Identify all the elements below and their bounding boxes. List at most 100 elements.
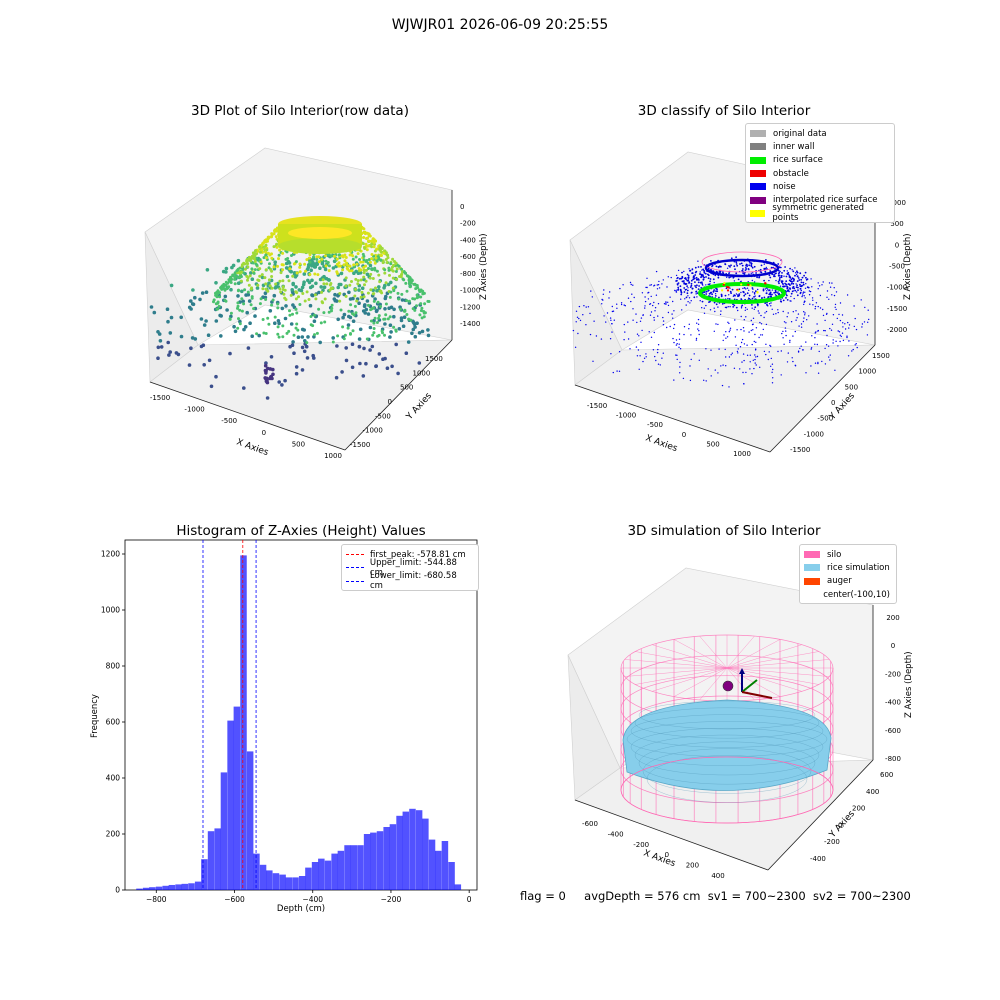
- raw-point: [345, 261, 349, 265]
- raw-point: [240, 265, 245, 270]
- raw-point: [351, 319, 356, 324]
- classify-point: [653, 316, 655, 319]
- raw-point: [270, 232, 274, 236]
- classify-point: [729, 327, 732, 329]
- raw-point: [310, 264, 314, 268]
- raw-z-tick: -600: [460, 253, 476, 261]
- classify-point: [766, 285, 768, 287]
- classify-legend-swatch: [750, 156, 766, 164]
- raw-point: [399, 273, 403, 277]
- classify-z-tick: -500: [889, 263, 905, 271]
- raw-point: [404, 271, 407, 275]
- classify-point: [770, 266, 773, 269]
- classify-point: [833, 287, 835, 289]
- classify-point: [708, 283, 711, 286]
- raw-point: [268, 367, 273, 371]
- raw-point: [383, 271, 387, 275]
- classify-point: [691, 272, 694, 274]
- classify-point: [786, 316, 788, 318]
- classify-point: [713, 330, 715, 332]
- simulation-x-tick: 400: [711, 872, 724, 880]
- simulation-silo-ring: [620, 756, 834, 824]
- classify-points: [572, 251, 870, 388]
- classify-point: [749, 262, 751, 264]
- classify-point: [777, 350, 779, 353]
- raw-point: [258, 302, 262, 306]
- raw-point: [408, 276, 412, 279]
- raw-point: [418, 313, 422, 317]
- histogram-bar: [318, 858, 325, 890]
- classify-point: [744, 269, 747, 271]
- raw-point: [309, 228, 313, 232]
- raw-point: [354, 248, 358, 251]
- classify-point: [771, 285, 773, 287]
- raw-y-tick: 500: [400, 384, 413, 392]
- classify-legend: original data inner wall rice surface obsta…: [745, 123, 895, 223]
- raw-point: [310, 230, 314, 234]
- raw-point: [267, 266, 271, 270]
- raw-point: [392, 263, 395, 267]
- raw-point: [397, 297, 401, 301]
- classify-point: [676, 343, 678, 345]
- raw-point: [315, 255, 319, 259]
- raw-point: [320, 290, 324, 294]
- raw-point: [290, 343, 295, 348]
- classify-point: [841, 314, 844, 316]
- classify-point: [695, 276, 698, 279]
- classify-point: [785, 275, 788, 278]
- classify-point: [796, 270, 798, 273]
- raw-point: [297, 288, 302, 292]
- raw-point: [372, 318, 376, 323]
- raw-point: [233, 329, 238, 334]
- classify-point: [585, 306, 587, 308]
- raw-point: [320, 259, 323, 263]
- classify-point: [754, 306, 757, 309]
- raw-point: [361, 252, 365, 256]
- raw-point: [387, 306, 391, 311]
- simulation-legend-swatch: [804, 564, 820, 572]
- classify-point: [807, 286, 810, 289]
- classify-point: [684, 283, 687, 286]
- raw-point: [412, 282, 416, 286]
- classify-point: [786, 287, 789, 289]
- classify-point: [741, 264, 744, 267]
- histogram-bar: [376, 831, 384, 890]
- raw-point: [334, 233, 338, 237]
- classify-point: [662, 324, 665, 326]
- classify-x-tick: -1500: [587, 402, 607, 410]
- raw-point: [222, 287, 226, 291]
- classify-point: [842, 322, 844, 324]
- classify-point: [687, 275, 690, 277]
- raw-point: [415, 321, 419, 326]
- classify-point: [686, 285, 688, 287]
- raw-point: [290, 254, 293, 257]
- raw-point: [370, 245, 374, 249]
- classify-point: [719, 274, 722, 276]
- raw-point: [316, 273, 320, 277]
- classify-point: [778, 292, 780, 295]
- classify-point: [603, 289, 605, 291]
- raw-point: [293, 275, 298, 279]
- raw-point: [329, 286, 333, 290]
- classify-point: [836, 317, 838, 320]
- classify-point: [675, 274, 678, 277]
- raw-point: [276, 302, 280, 306]
- classify-point: [795, 310, 797, 312]
- raw-point: [377, 318, 382, 322]
- classify-point: [703, 276, 706, 279]
- raw-point: [167, 353, 171, 357]
- classify-point: [757, 304, 759, 306]
- raw-point: [274, 282, 278, 286]
- raw-point: [278, 279, 282, 283]
- raw-point: [382, 250, 386, 254]
- classify-point: [789, 300, 791, 302]
- raw-point: [309, 268, 314, 273]
- classify-point: [691, 287, 694, 290]
- raw-point: [304, 344, 309, 349]
- raw-point: [357, 283, 362, 288]
- classify-point: [714, 310, 716, 313]
- simulation-rice-mesh: [646, 755, 808, 803]
- classify-point: [790, 292, 793, 295]
- raw-point: [368, 234, 372, 238]
- classify-point: [835, 308, 837, 311]
